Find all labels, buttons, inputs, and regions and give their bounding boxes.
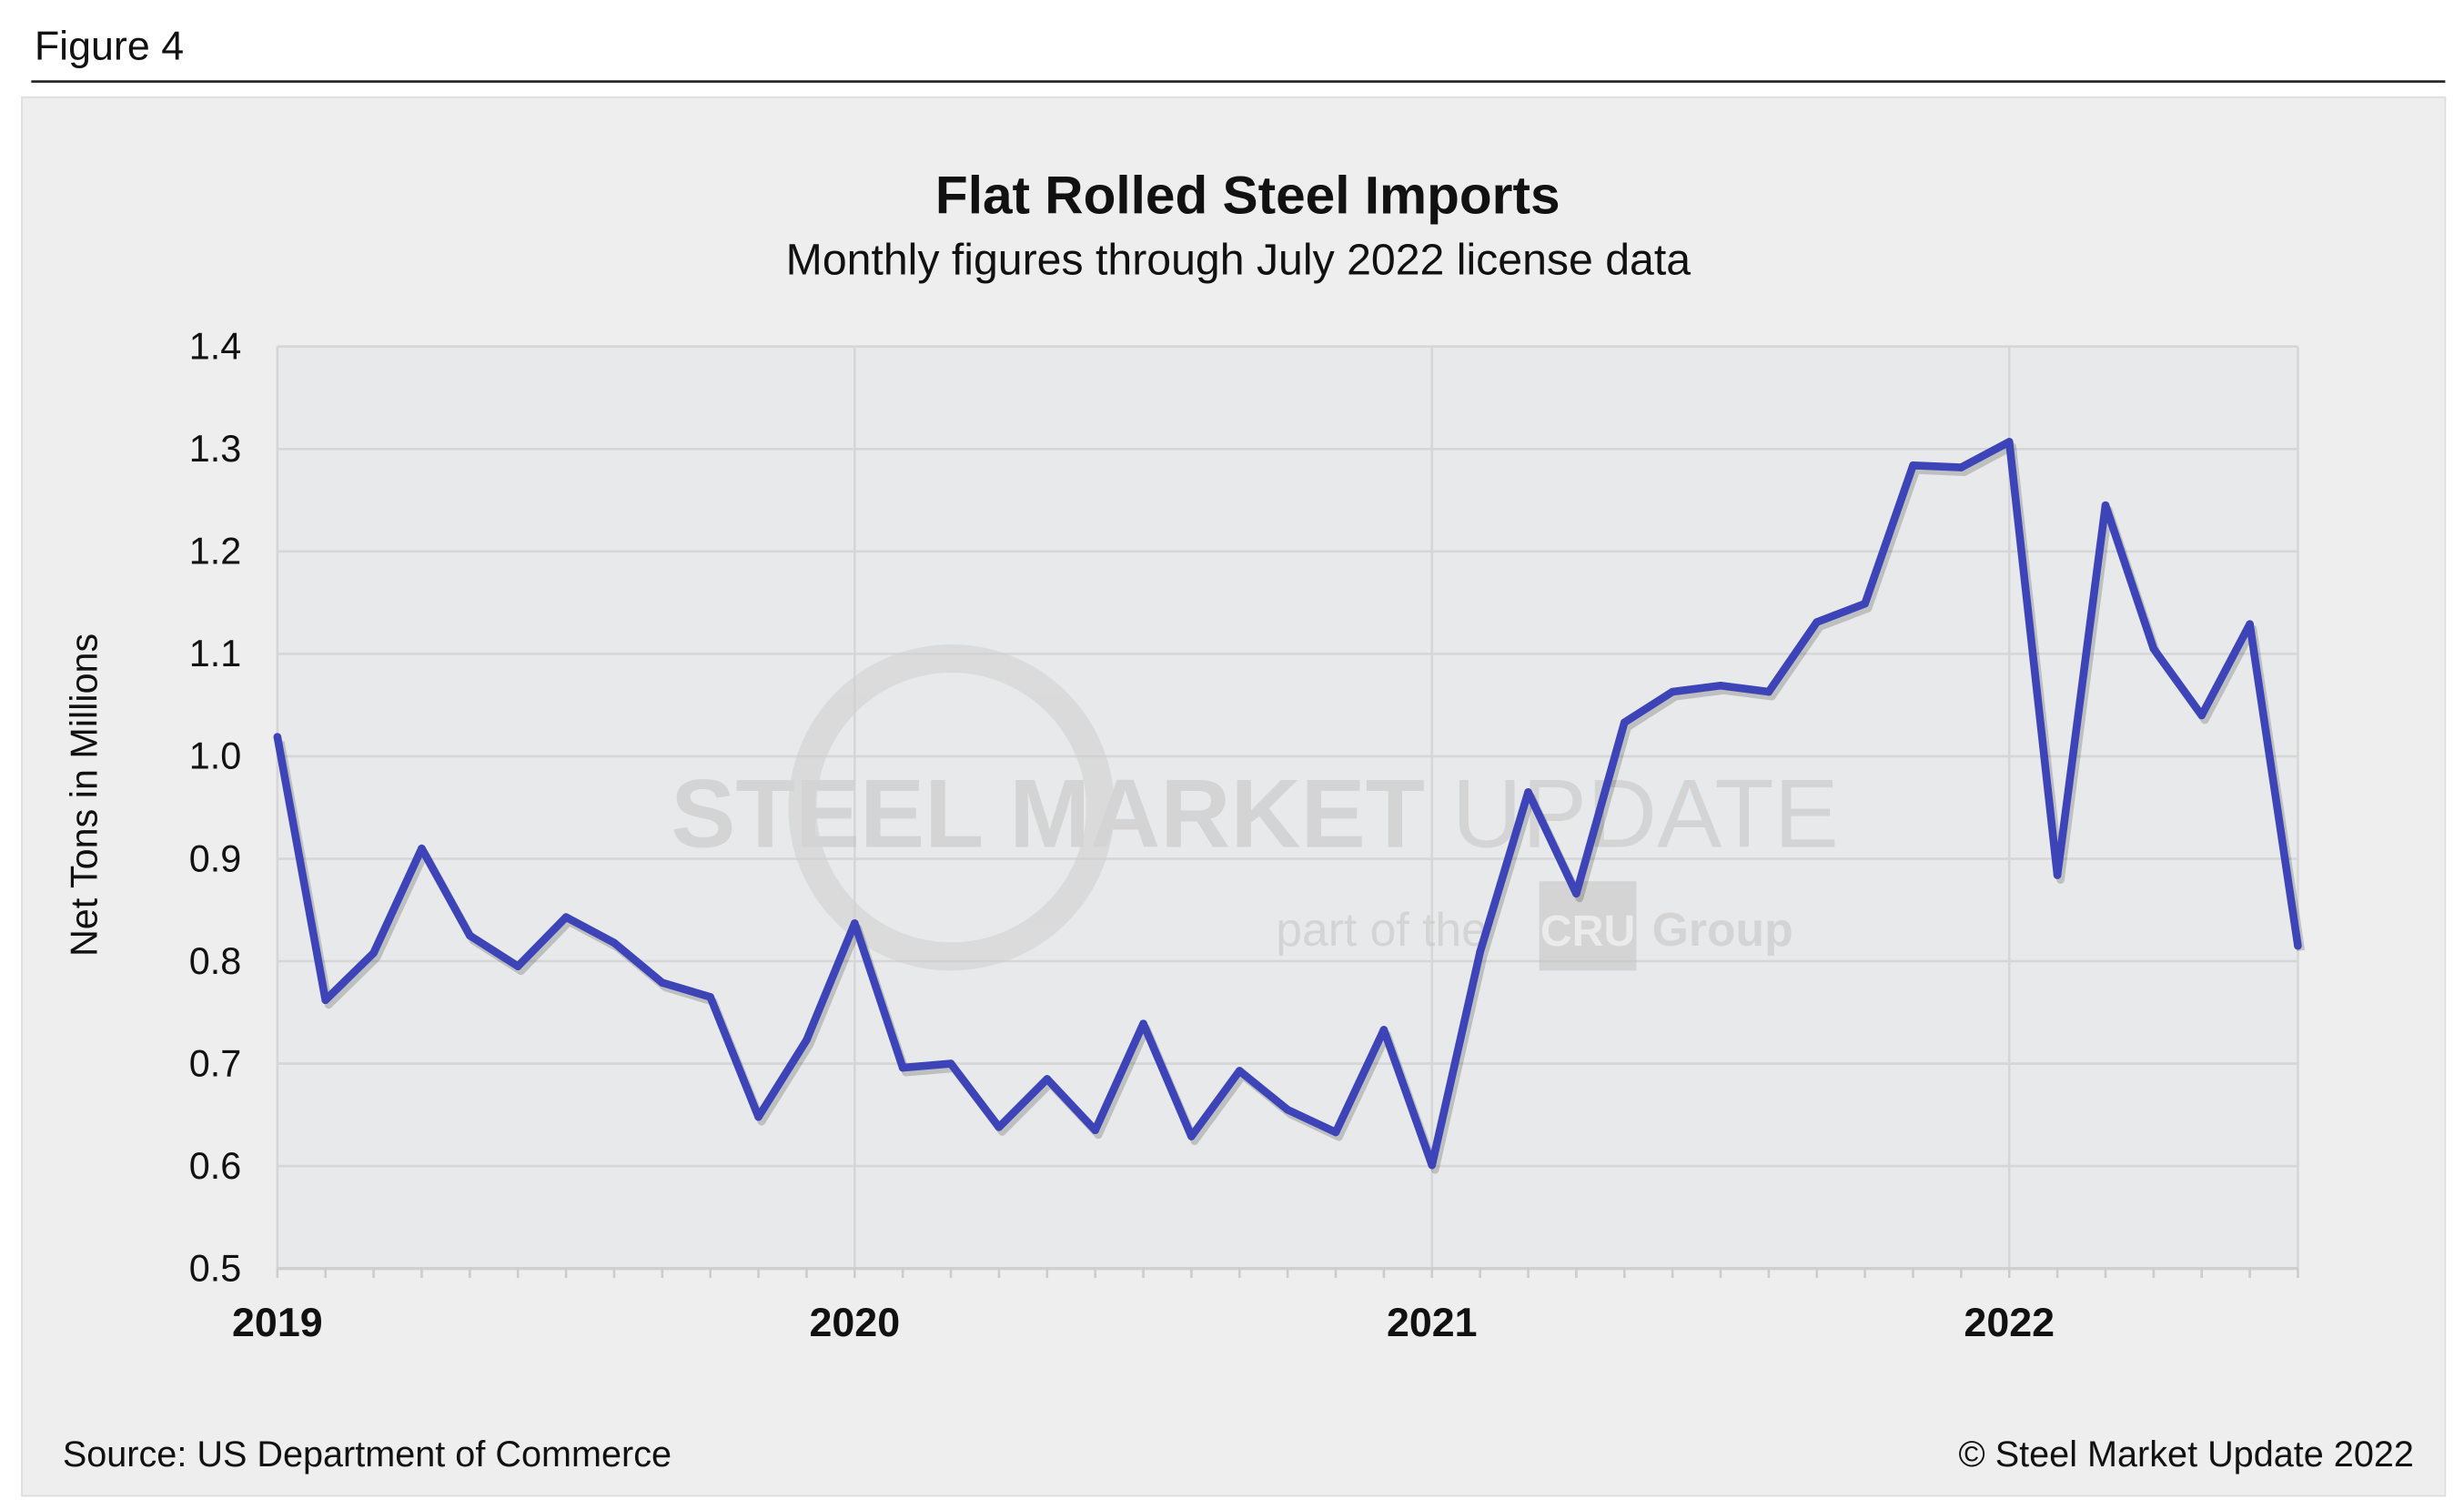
- chart-subtitle: Monthly figures through July 2022 licens…: [786, 235, 1691, 284]
- data-point-2019-12: [803, 1036, 811, 1045]
- series: [273, 438, 2306, 1174]
- y-tick-label: 1.1: [189, 633, 241, 674]
- copyright-note: © Steel Market Update 2022: [1959, 1434, 2414, 1475]
- data-point-2019-11: [754, 1112, 762, 1121]
- data-point-2022-06: [2246, 620, 2254, 629]
- y-axis-label: Net Tons in Millions: [64, 633, 106, 957]
- data-point-2022-04: [2149, 644, 2158, 654]
- data-point-2022-02: [2053, 871, 2062, 879]
- data-point-2021-05: [1620, 718, 1629, 727]
- x-axis: 2019 2020 2021 2022: [232, 1266, 2299, 1345]
- y-tick-label: 0.9: [189, 837, 241, 879]
- data-point-2020-01: [851, 919, 859, 927]
- data-point-2020-09: [1235, 1067, 1244, 1075]
- data-point-2021-08: [1764, 687, 1773, 696]
- y-tick-label: 0.7: [189, 1042, 241, 1084]
- data-point-2019-04: [418, 844, 426, 853]
- data-point-2021-02: [1476, 948, 1484, 957]
- plot-area: [277, 346, 2298, 1269]
- grid: [276, 345, 2299, 1270]
- data-point-2020-02: [898, 1063, 907, 1072]
- data-point-2020-04: [995, 1123, 1004, 1131]
- y-axis: 0.5 0.6 0.7 0.8 0.9 1.0 1.1 1.2 1.3 1.4: [189, 326, 241, 1290]
- y-tick-label: 0.8: [189, 940, 241, 982]
- data-point-2019-07: [561, 913, 571, 921]
- data-point-2021-09: [1813, 618, 1822, 626]
- data-point-2020-07: [1139, 1019, 1147, 1029]
- data-point-2022-07: [2294, 941, 2302, 950]
- y-tick-label: 1.0: [189, 735, 241, 777]
- source-note: Source: US Department of Commerce: [63, 1434, 672, 1475]
- data-point-2020-12: [1379, 1026, 1389, 1034]
- data-point-2022-01: [2005, 438, 2014, 446]
- data-point-2019-05: [466, 931, 474, 940]
- data-point-2021-01: [1428, 1160, 1437, 1170]
- data-point-2020-05: [1043, 1075, 1052, 1083]
- data-point-2022-03: [2101, 501, 2110, 510]
- data-point-2019-09: [658, 978, 667, 987]
- data-point-2019-03: [369, 948, 378, 958]
- data-point-2019-06: [513, 962, 522, 970]
- y-tick-label: 0.6: [189, 1145, 241, 1187]
- data-point-2019-08: [610, 938, 619, 948]
- data-point-2019-02: [321, 996, 330, 1005]
- x-tick-label: 2020: [809, 1300, 900, 1345]
- data-point-2020-06: [1091, 1126, 1099, 1135]
- x-tick-label: 2019: [232, 1300, 323, 1345]
- x-tick-label: 2022: [1964, 1300, 2055, 1345]
- data-point-2021-07: [1716, 681, 1725, 690]
- watermark-group: Group: [1652, 903, 1793, 956]
- data-point-2021-12: [1957, 463, 1965, 471]
- data-point-2021-04: [1572, 889, 1580, 898]
- data-point-2021-11: [1909, 461, 1917, 470]
- data-point-2021-06: [1668, 687, 1677, 696]
- y-tick-label: 1.3: [189, 428, 241, 470]
- watermark-badge: CRU: [1540, 907, 1635, 956]
- data-point-2020-08: [1187, 1132, 1196, 1140]
- data-point-2020-10: [1283, 1105, 1292, 1114]
- watermark-text: STEEL MARKET UPDATE: [671, 758, 1839, 867]
- data-point-2019-10: [706, 993, 715, 1001]
- y-tick-label: 0.5: [189, 1247, 241, 1289]
- y-tick-label: 1.2: [189, 531, 241, 573]
- data-point-2020-11: [1331, 1128, 1340, 1137]
- watermark-sub: part of the: [1276, 903, 1488, 956]
- watermark: STEEL MARKET UPDATE part of the CRU Grou…: [671, 644, 1839, 971]
- data-point-2022-05: [2197, 711, 2206, 720]
- data-point-2020-03: [946, 1059, 955, 1068]
- x-tick-label: 2021: [1387, 1300, 1478, 1345]
- chart-title: Flat Rolled Steel Imports: [935, 166, 1560, 225]
- y-tick-label: 1.4: [189, 326, 241, 368]
- data-point-2021-03: [1524, 788, 1532, 796]
- figure-label: Figure 4: [35, 23, 184, 68]
- data-point-2021-10: [1861, 599, 1869, 608]
- data-point-2019-01: [273, 733, 282, 741]
